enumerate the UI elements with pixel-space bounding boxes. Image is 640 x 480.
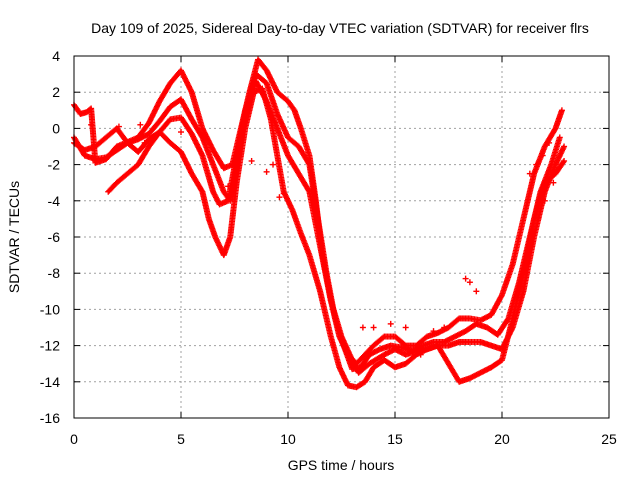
data-point <box>380 334 387 341</box>
y-tick-label: -2 <box>48 157 61 173</box>
x-tick-label: 5 <box>177 431 185 447</box>
y-axis-label: SDTVAR / TECUs <box>6 181 22 293</box>
data-point <box>402 324 409 331</box>
chart-title: Day 109 of 2025, Sidereal Day-to-day VTE… <box>91 20 589 36</box>
data-point <box>270 161 277 168</box>
data-point <box>466 279 473 286</box>
data-point <box>137 121 144 128</box>
x-tick-label: 15 <box>387 431 403 447</box>
y-tick-label: -14 <box>40 374 60 390</box>
data-point <box>370 324 377 331</box>
y-tick-label: -6 <box>48 229 61 245</box>
y-tick-label: -10 <box>40 301 60 317</box>
data-point <box>359 324 366 331</box>
y-tick-label: -4 <box>48 193 61 209</box>
data-point <box>305 160 312 167</box>
y-tick-label: 4 <box>52 48 60 64</box>
data-point <box>178 129 184 136</box>
data-point <box>473 288 480 295</box>
y-tick-label: 0 <box>52 120 60 136</box>
y-tick-label: -16 <box>40 410 60 426</box>
data-marks <box>71 56 568 391</box>
data-point <box>276 194 283 201</box>
data-point <box>462 275 469 282</box>
data-point <box>263 168 270 175</box>
y-tick-label: -8 <box>48 265 61 281</box>
x-tick-label: 10 <box>280 431 296 447</box>
data-point <box>387 320 394 327</box>
data-point <box>556 134 563 141</box>
x-tick-label: 0 <box>70 431 78 447</box>
y-tick-label: 2 <box>52 84 60 100</box>
y-tick-label: -12 <box>40 338 60 354</box>
data-point <box>455 316 462 323</box>
data-point <box>558 107 565 114</box>
x-tick-label: 25 <box>601 431 617 447</box>
data-point <box>248 157 255 164</box>
x-axis-label: GPS time / hours <box>288 457 395 473</box>
x-tick-label: 20 <box>494 431 510 447</box>
